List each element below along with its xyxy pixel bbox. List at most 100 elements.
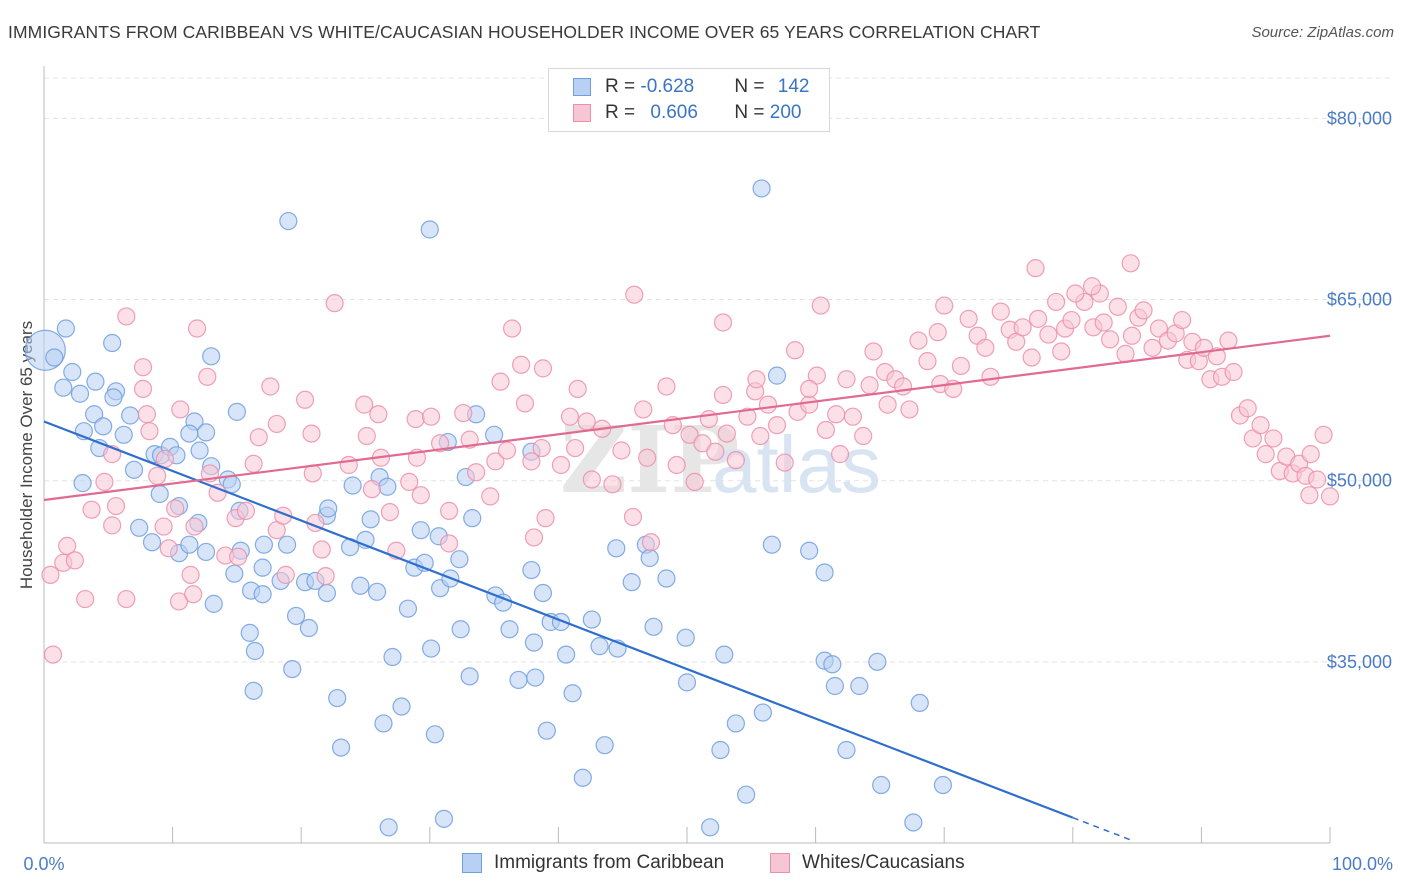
point-whites (181, 565, 200, 584)
point-whites (1143, 338, 1162, 357)
point-whites (357, 426, 376, 446)
legend-n-value: 200 (769, 102, 802, 123)
point-whites (1256, 445, 1275, 464)
point-caribbean (644, 617, 663, 636)
point-caribbean (676, 628, 695, 647)
point-caribbean (850, 676, 869, 696)
axes (43, 66, 1331, 844)
point-caribbean (328, 688, 347, 708)
point-whites (117, 307, 136, 326)
point-caribbean (86, 372, 105, 391)
point-whites (1026, 259, 1045, 278)
point-whites (1116, 344, 1135, 363)
point-whites (738, 407, 757, 426)
point-whites (82, 500, 101, 519)
point-whites (295, 390, 315, 409)
point-caribbean (94, 417, 113, 436)
series-whites-points (41, 254, 1340, 664)
point-whites (339, 455, 358, 475)
point-caribbean (379, 818, 398, 837)
point-caribbean (245, 641, 265, 661)
point-whites (1122, 326, 1142, 345)
point-caribbean (351, 576, 370, 595)
point-whites (623, 507, 643, 527)
legend-row-caribbean: R = -0.628 N = 142 (573, 74, 809, 100)
series-legend-whites[interactable]: Whites/Caucasians (770, 852, 965, 874)
point-whites (1219, 331, 1238, 350)
point-whites (625, 285, 644, 304)
point-whites (355, 395, 374, 414)
point-whites (1039, 325, 1058, 344)
point-whites (198, 367, 217, 386)
point-whites (751, 426, 770, 446)
point-whites (1264, 429, 1283, 448)
point-whites (58, 536, 77, 556)
grid-lines (44, 77, 1392, 663)
point-caribbean (45, 348, 64, 367)
point-caribbean (823, 655, 842, 674)
point-caribbean (398, 599, 418, 618)
point-caribbean (411, 521, 430, 540)
point-caribbean (837, 740, 856, 760)
y-tick-labels: $35,000 $50,000 $65,000 $80,000 (1327, 108, 1392, 671)
point-whites (454, 403, 473, 423)
point-caribbean (640, 548, 659, 568)
point-whites (76, 589, 95, 609)
legend-n-value: 142 (777, 76, 810, 97)
point-whites (991, 302, 1010, 321)
point-caribbean (279, 211, 298, 231)
point-whites (43, 645, 63, 664)
point-whites (1052, 342, 1071, 361)
point-whites (512, 355, 531, 374)
point-whites (166, 499, 185, 518)
point-whites (532, 438, 551, 458)
point-caribbean (522, 560, 541, 580)
point-whites (236, 501, 256, 520)
point-whites (1308, 470, 1327, 489)
legend-row-whites: R = 0.606 N = 200 (573, 100, 801, 126)
point-whites (1314, 425, 1333, 444)
point-caribbean (317, 583, 337, 603)
point-whites (1320, 487, 1340, 506)
point-whites (481, 487, 500, 506)
series-legend-caribbean[interactable]: Immigrants from Caribbean (462, 852, 724, 874)
point-caribbean (124, 460, 144, 479)
point-whites (680, 425, 699, 444)
point-caribbean (104, 388, 123, 407)
series-legend-label-whites: Whites/Caucasians (802, 852, 965, 873)
point-whites (249, 428, 268, 447)
point-whites (693, 434, 712, 453)
point-caribbean (283, 659, 302, 679)
point-caribbean (557, 645, 576, 664)
point-caribbean (277, 535, 297, 554)
point-caribbean (150, 484, 169, 504)
point-whites (169, 592, 189, 611)
trend-lines (43, 334, 1331, 841)
point-whites (800, 395, 819, 414)
point-caribbean (196, 423, 216, 442)
correlation-legend: R = -0.628 N = 142 R = 0.606 N = 200 (548, 68, 830, 132)
point-whites (1028, 309, 1048, 328)
point-whites (568, 379, 587, 399)
point-whites (466, 463, 486, 482)
point-whites (117, 589, 136, 609)
point-whites (878, 395, 897, 414)
point-caribbean (434, 809, 454, 828)
series-legend-swatch-caribbean (462, 853, 482, 873)
point-caribbean (374, 714, 393, 733)
point-whites (1082, 277, 1102, 296)
point-whites (582, 470, 601, 489)
point-whites (95, 472, 114, 491)
point-whites (758, 395, 778, 414)
point-whites (909, 331, 928, 350)
point-caribbean (815, 563, 834, 582)
point-whites (491, 372, 510, 391)
point-whites (816, 420, 835, 440)
legend-r-value: -0.628 (640, 76, 695, 97)
point-caribbean (190, 441, 209, 460)
point-whites (439, 501, 459, 520)
point-whites (560, 407, 580, 426)
point-caribbean (85, 405, 104, 424)
point-caribbean (56, 319, 75, 338)
point-whites (267, 414, 286, 434)
